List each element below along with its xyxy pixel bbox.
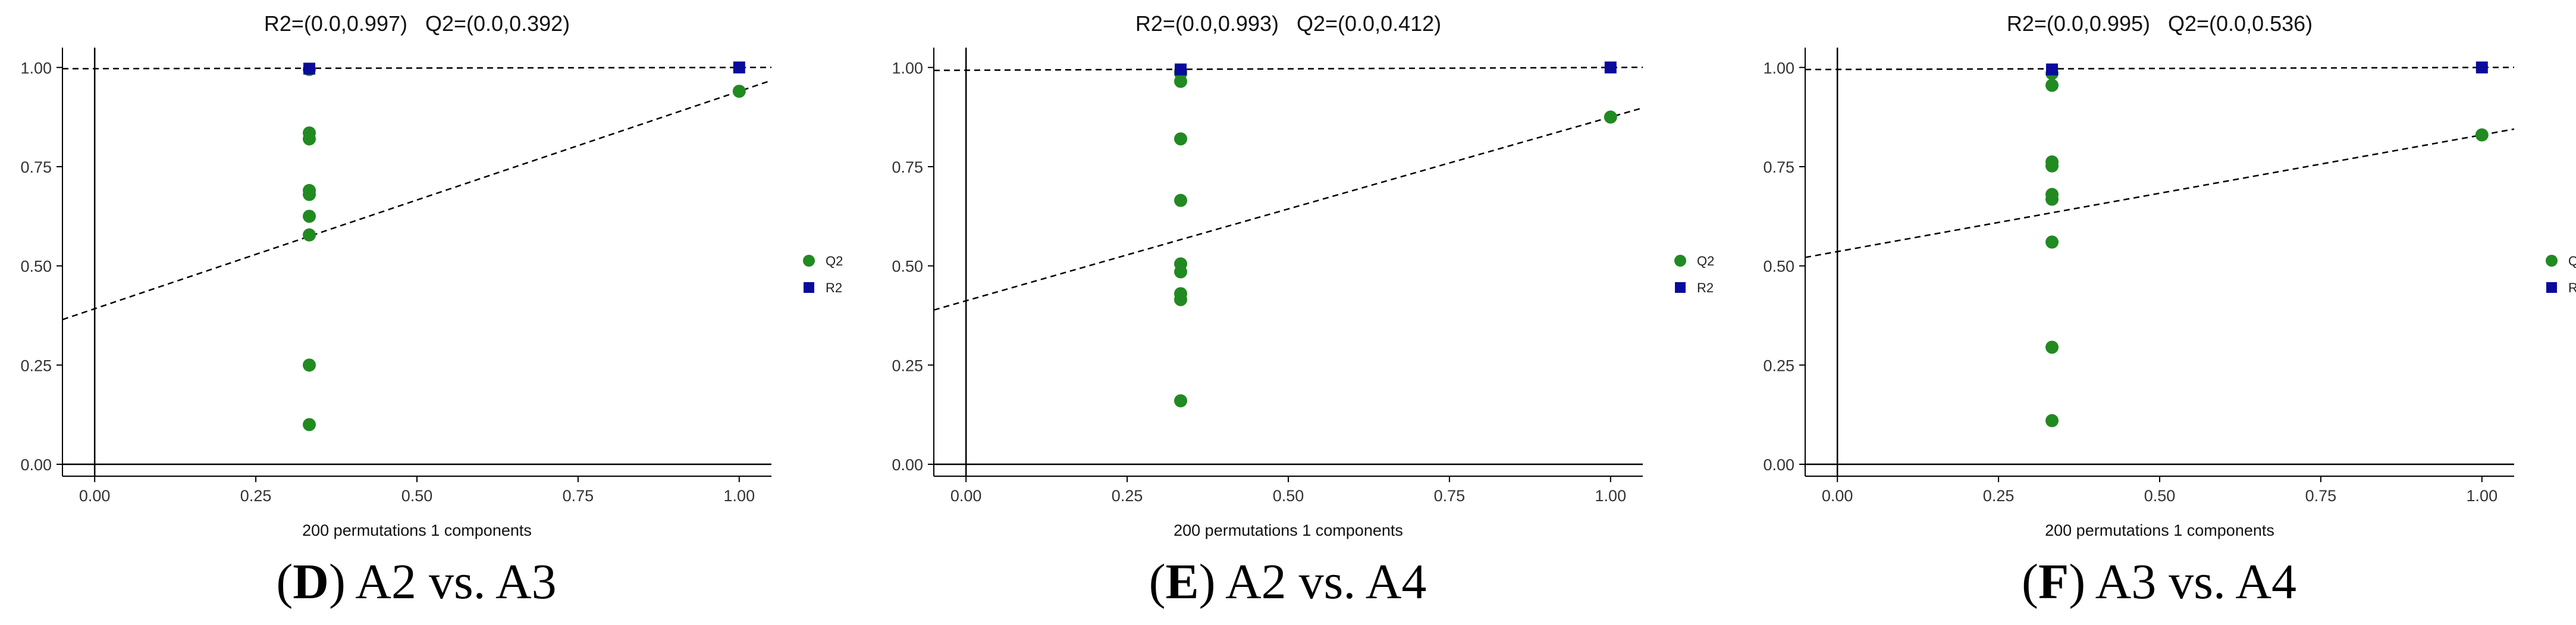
q2-point	[1174, 74, 1188, 88]
y-tick-label: 0.25	[892, 357, 923, 374]
q2-point	[303, 188, 316, 201]
q2-point	[303, 358, 316, 372]
q2-point	[732, 85, 746, 98]
q2-point	[303, 210, 316, 223]
q2-point	[1174, 132, 1188, 146]
chart-title: R2=(0.0,0.993) Q2=(0.0,0.412)	[1135, 11, 1441, 36]
q2-regression-line	[933, 107, 1643, 311]
x-tick-label: 0.25	[1983, 487, 2015, 505]
x-tick-label: 0.25	[1112, 487, 1143, 505]
x-tick-label: 0.50	[1273, 487, 1304, 505]
legend: Q2 R2	[1674, 254, 1714, 295]
r2-point	[303, 62, 316, 75]
r2-point	[2475, 61, 2488, 74]
x-tick-label: 1.00	[724, 487, 755, 505]
x-tick-label: 0.75	[563, 487, 594, 505]
q2-point	[2045, 192, 2059, 206]
q2-point	[2045, 235, 2059, 249]
panel-caption: (E) A2 vs. A4	[1149, 554, 1427, 610]
x-tick-label: 0.50	[401, 487, 433, 505]
legend-q2-label: Q2	[1697, 254, 1714, 268]
legend-q2-marker	[803, 255, 815, 267]
chart-panel-2: 0.00 0.25 0.50 0.75 1.00 0.00 0.25 0.50 0.75 1.00…	[892, 11, 1714, 610]
y-tick-label: 0.00	[1763, 456, 1794, 474]
q2-regression-line	[62, 79, 772, 321]
panel-letter: F	[2038, 554, 2069, 610]
q2-point	[2045, 414, 2059, 427]
y-tick-label: 0.25	[1763, 357, 1794, 374]
q2-point	[303, 228, 316, 242]
q2-point	[2045, 159, 2059, 173]
x-tick-label: 0.50	[2144, 487, 2176, 505]
x-tick-label: 0.00	[950, 487, 982, 505]
x-tick-label: 0.00	[79, 487, 111, 505]
legend-q2-marker	[1674, 255, 1686, 267]
q2-point	[303, 418, 316, 432]
x-axis-label: 200 permutations 1 components	[302, 521, 532, 539]
chart-title: R2=(0.0,0.995) Q2=(0.0,0.536)	[2007, 11, 2313, 36]
r2-point	[2046, 63, 2059, 76]
q2-point	[1174, 265, 1188, 279]
legend-r2-label: R2	[826, 280, 842, 295]
panel-letter: D	[293, 554, 329, 610]
q2-point	[1174, 394, 1188, 408]
legend-q2-label: Q2	[2568, 254, 2576, 268]
y-tick-label: 0.50	[892, 258, 923, 276]
r2-regression-line	[1805, 66, 2515, 71]
x-tick-label: 1.00	[1595, 487, 1627, 505]
r2-point	[733, 61, 745, 74]
legend-r2-marker	[1675, 282, 1686, 293]
chart-title: R2=(0.0,0.997) Q2=(0.0,0.392)	[264, 11, 570, 36]
r2-regression-line	[933, 66, 1643, 71]
x-tick-label: 0.75	[2305, 487, 2337, 505]
panel-caption: (D) A2 vs. A3	[276, 554, 556, 610]
x-axis-label: 200 permutations 1 components	[2045, 521, 2274, 539]
x-tick-label: 0.75	[1434, 487, 1466, 505]
y-tick-label: 0.75	[1763, 158, 1794, 176]
legend: Q2 R2	[2546, 254, 2576, 295]
y-tick-label: 1.00	[892, 59, 923, 77]
x-tick-label: 0.25	[240, 487, 272, 505]
q2-point	[1174, 293, 1188, 307]
y-tick-label: 0.00	[20, 456, 52, 474]
q2-regression-line	[1805, 128, 2515, 258]
panel-caption: (F) A3 vs. A4	[2022, 554, 2296, 610]
legend-r2-label: R2	[2568, 280, 2576, 295]
legend-q2-marker	[2546, 255, 2558, 267]
y-tick-label: 0.25	[20, 357, 52, 374]
chart-panel-1: 0.00 0.25 0.50 0.75 1.00 0.00 0.25 0.50 0.75 1.00…	[20, 11, 843, 610]
x-tick-label: 1.00	[2467, 487, 2498, 505]
q2-point	[2045, 340, 2059, 354]
q2-point	[1604, 110, 1617, 124]
legend-q2-label: Q2	[826, 254, 843, 268]
q2-point	[1174, 193, 1188, 207]
q2-point	[2045, 79, 2059, 92]
y-tick-label: 0.50	[1763, 258, 1794, 276]
y-tick-label: 1.00	[20, 59, 52, 77]
y-tick-label: 0.00	[892, 456, 923, 474]
r2-regression-line	[62, 66, 772, 70]
x-tick-label: 0.00	[1822, 487, 1853, 505]
r2-point	[1604, 61, 1617, 74]
legend: Q2 R2	[803, 254, 843, 295]
y-tick-label: 0.75	[20, 158, 52, 176]
chart-panel-3: 0.00 0.25 0.50 0.75 1.00 0.00 0.25 0.50 0.75 1.00…	[1763, 11, 2576, 610]
r2-point	[1175, 63, 1187, 76]
y-tick-label: 1.00	[1763, 59, 1794, 77]
x-axis-label: 200 permutations 1 components	[1174, 521, 1403, 539]
legend-r2-marker	[804, 282, 814, 293]
legend-r2-marker	[2546, 282, 2557, 293]
q2-point	[2475, 128, 2489, 142]
y-tick-label: 0.75	[892, 158, 923, 176]
y-tick-label: 0.50	[20, 258, 52, 276]
panel-letter: E	[1166, 554, 1199, 610]
q2-point	[303, 132, 316, 146]
legend-r2-label: R2	[1697, 280, 1714, 295]
